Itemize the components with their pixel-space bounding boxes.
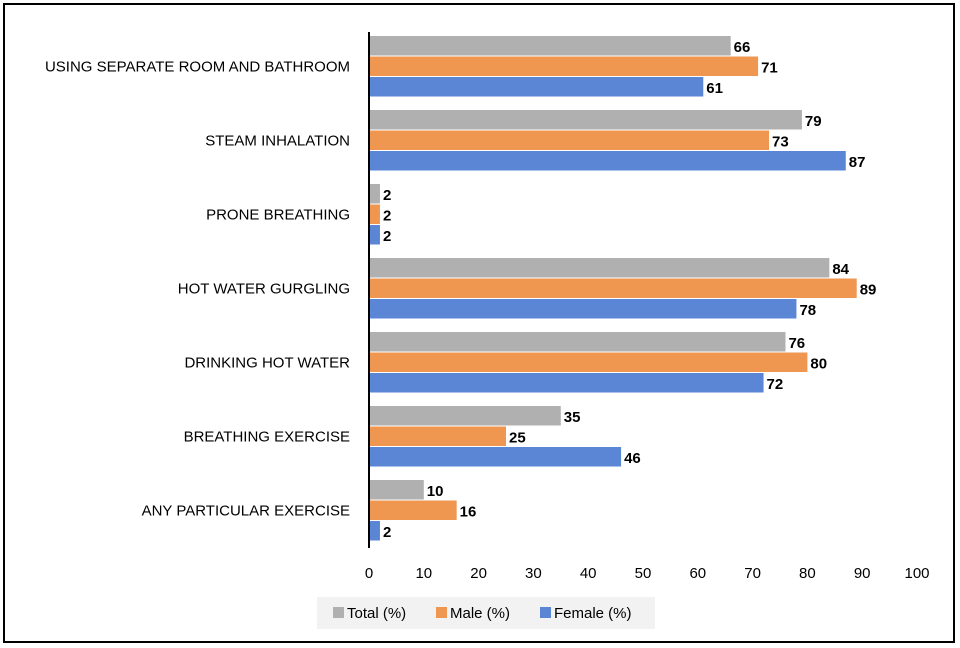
data-label: 76 — [788, 335, 805, 352]
bar — [369, 204, 380, 224]
category-label: STEAM INHALATION — [205, 132, 350, 149]
legend-label: Male (%) — [450, 605, 510, 622]
bar — [369, 77, 704, 97]
bar — [369, 332, 786, 352]
x-tick-label: 60 — [689, 565, 706, 582]
data-label: 78 — [799, 302, 816, 319]
data-label: 2 — [383, 187, 391, 204]
bar — [369, 56, 759, 76]
bar — [369, 406, 561, 426]
bar — [369, 130, 770, 150]
data-label: 73 — [772, 133, 789, 150]
category-label: PRONE BREATHING — [206, 206, 350, 223]
x-tick-label: 10 — [415, 565, 432, 582]
data-label: 79 — [805, 113, 822, 130]
legend-label: Female (%) — [554, 605, 632, 622]
data-label: 2 — [383, 207, 391, 224]
x-tick-label: 90 — [854, 565, 871, 582]
bar — [369, 352, 808, 372]
data-label: 35 — [564, 409, 581, 426]
data-label: 89 — [860, 281, 877, 298]
legend-box — [317, 597, 655, 629]
bar — [369, 426, 506, 446]
bar — [369, 36, 731, 56]
data-label: 10 — [427, 483, 444, 500]
x-tick-label: 20 — [470, 565, 487, 582]
category-label: HOT WATER GURGLING — [178, 280, 350, 297]
bar — [369, 500, 457, 520]
category-label: BREATHING EXERCISE — [184, 428, 350, 445]
x-tick-label: 50 — [635, 565, 652, 582]
bar — [369, 278, 857, 298]
x-tick-label: 80 — [799, 565, 816, 582]
data-label: 66 — [734, 39, 751, 56]
legend-swatch — [436, 607, 447, 618]
data-label: 2 — [383, 524, 391, 541]
bar — [369, 521, 380, 541]
bar — [369, 184, 380, 204]
category-label: ANY PARTICULAR EXERCISE — [142, 502, 350, 519]
data-label: 25 — [509, 429, 526, 446]
bar — [369, 110, 802, 130]
data-label: 87 — [849, 154, 866, 171]
x-tick-label: 0 — [365, 565, 373, 582]
x-tick-label: 30 — [525, 565, 542, 582]
data-label: 72 — [767, 376, 784, 393]
data-label: 71 — [761, 59, 778, 76]
category-label: DRINKING HOT WATER — [184, 354, 350, 371]
data-label: 16 — [460, 503, 477, 520]
legend-swatch — [540, 607, 551, 618]
x-tick-label: 40 — [580, 565, 597, 582]
bar — [369, 373, 764, 393]
data-label: 2 — [383, 228, 391, 245]
bar — [369, 225, 380, 245]
data-label: 61 — [706, 80, 723, 97]
data-label: 84 — [832, 261, 849, 278]
legend-swatch — [333, 607, 344, 618]
category-label: USING SEPARATE ROOM AND BATHROOM — [45, 58, 350, 75]
data-label: 46 — [624, 450, 641, 467]
bar — [369, 258, 830, 278]
bar — [369, 299, 797, 319]
data-label: 80 — [810, 355, 827, 372]
bar — [369, 151, 846, 171]
bar — [369, 480, 424, 500]
chart-frame — [3, 3, 955, 643]
x-tick-label: 70 — [744, 565, 761, 582]
bar — [369, 447, 622, 467]
legend-label: Total (%) — [347, 605, 406, 622]
x-tick-label: 100 — [904, 565, 929, 582]
